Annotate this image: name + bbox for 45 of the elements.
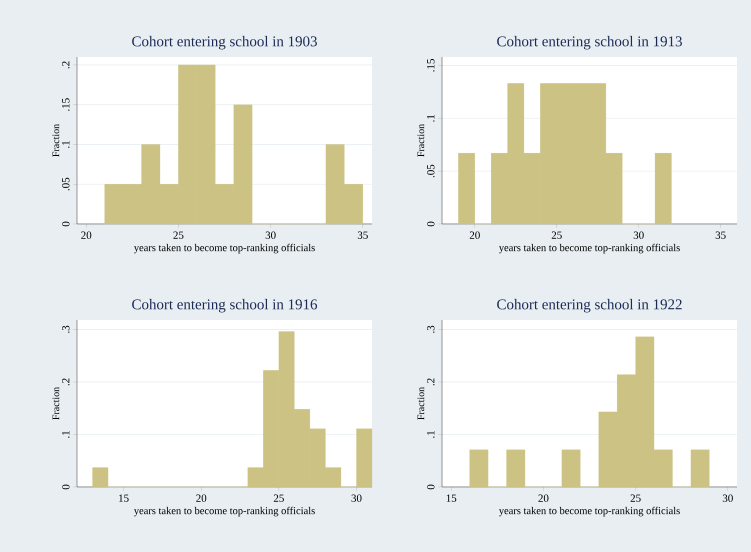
y-tick-label: 0	[62, 484, 70, 490]
y-tick-label: .2	[62, 61, 70, 68]
y-tick-label: .2	[427, 378, 434, 386]
y-tick-label: 0	[427, 222, 434, 226]
y-axis-title: Fraction	[418, 387, 424, 420]
y-tick-label: .05	[427, 164, 434, 178]
x-tick-label: 30	[722, 494, 733, 502]
y-axis-title: Fraction	[418, 124, 424, 157]
y-tick-label: .1	[62, 141, 70, 148]
x-tick-label: 25	[630, 494, 641, 502]
x-tick-label: 35	[716, 232, 726, 239]
x-tick-label: 35	[358, 232, 368, 239]
chart-title: Cohort entering school in 1903	[132, 36, 317, 50]
x-tick-label: 30	[352, 494, 362, 502]
x-tick-label: 20	[470, 232, 480, 239]
y-axis-title: Fraction	[52, 387, 60, 420]
x-tick-label: 25	[552, 232, 562, 239]
x-tick-label: 20	[196, 494, 206, 502]
chart-title: Cohort entering school in 1913	[497, 36, 682, 50]
y-tick-label: .3	[62, 326, 70, 333]
y-tick-label: .15	[427, 59, 434, 72]
x-tick-label: 25	[274, 494, 284, 502]
y-tick-label: .3	[427, 326, 434, 333]
x-tick-label: 15	[119, 494, 129, 502]
x-tick-label: 30	[266, 232, 276, 239]
y-tick-label: .1	[427, 114, 434, 122]
y-tick-label: .1	[427, 431, 434, 438]
x-axis-title: years taken to become top-ranking officials	[134, 506, 315, 516]
y-tick-label: .2	[62, 378, 70, 386]
x-tick-label: 25	[173, 232, 184, 239]
chart-title: Cohort entering school in 1922	[497, 298, 682, 312]
x-tick-label: 20	[81, 232, 92, 239]
x-axis-title: years taken to become top-ranking officials	[134, 244, 315, 254]
y-tick-label: .1	[62, 431, 70, 438]
x-tick-label: 30	[634, 232, 644, 239]
y-tick-label: .15	[62, 98, 70, 111]
y-tick-label: 0	[427, 484, 434, 490]
y-tick-label: 0	[62, 222, 70, 226]
y-axis-title: Fraction	[52, 124, 60, 157]
chart-title: Cohort entering school in 1916	[132, 298, 318, 312]
y-tick-label: .05	[62, 178, 70, 190]
x-axis-title: years taken to become top-ranking officials	[498, 506, 680, 516]
x-tick-label: 15	[446, 494, 456, 502]
x-tick-label: 20	[538, 494, 548, 502]
x-axis-title: years taken to become top-ranking officials	[498, 244, 680, 254]
